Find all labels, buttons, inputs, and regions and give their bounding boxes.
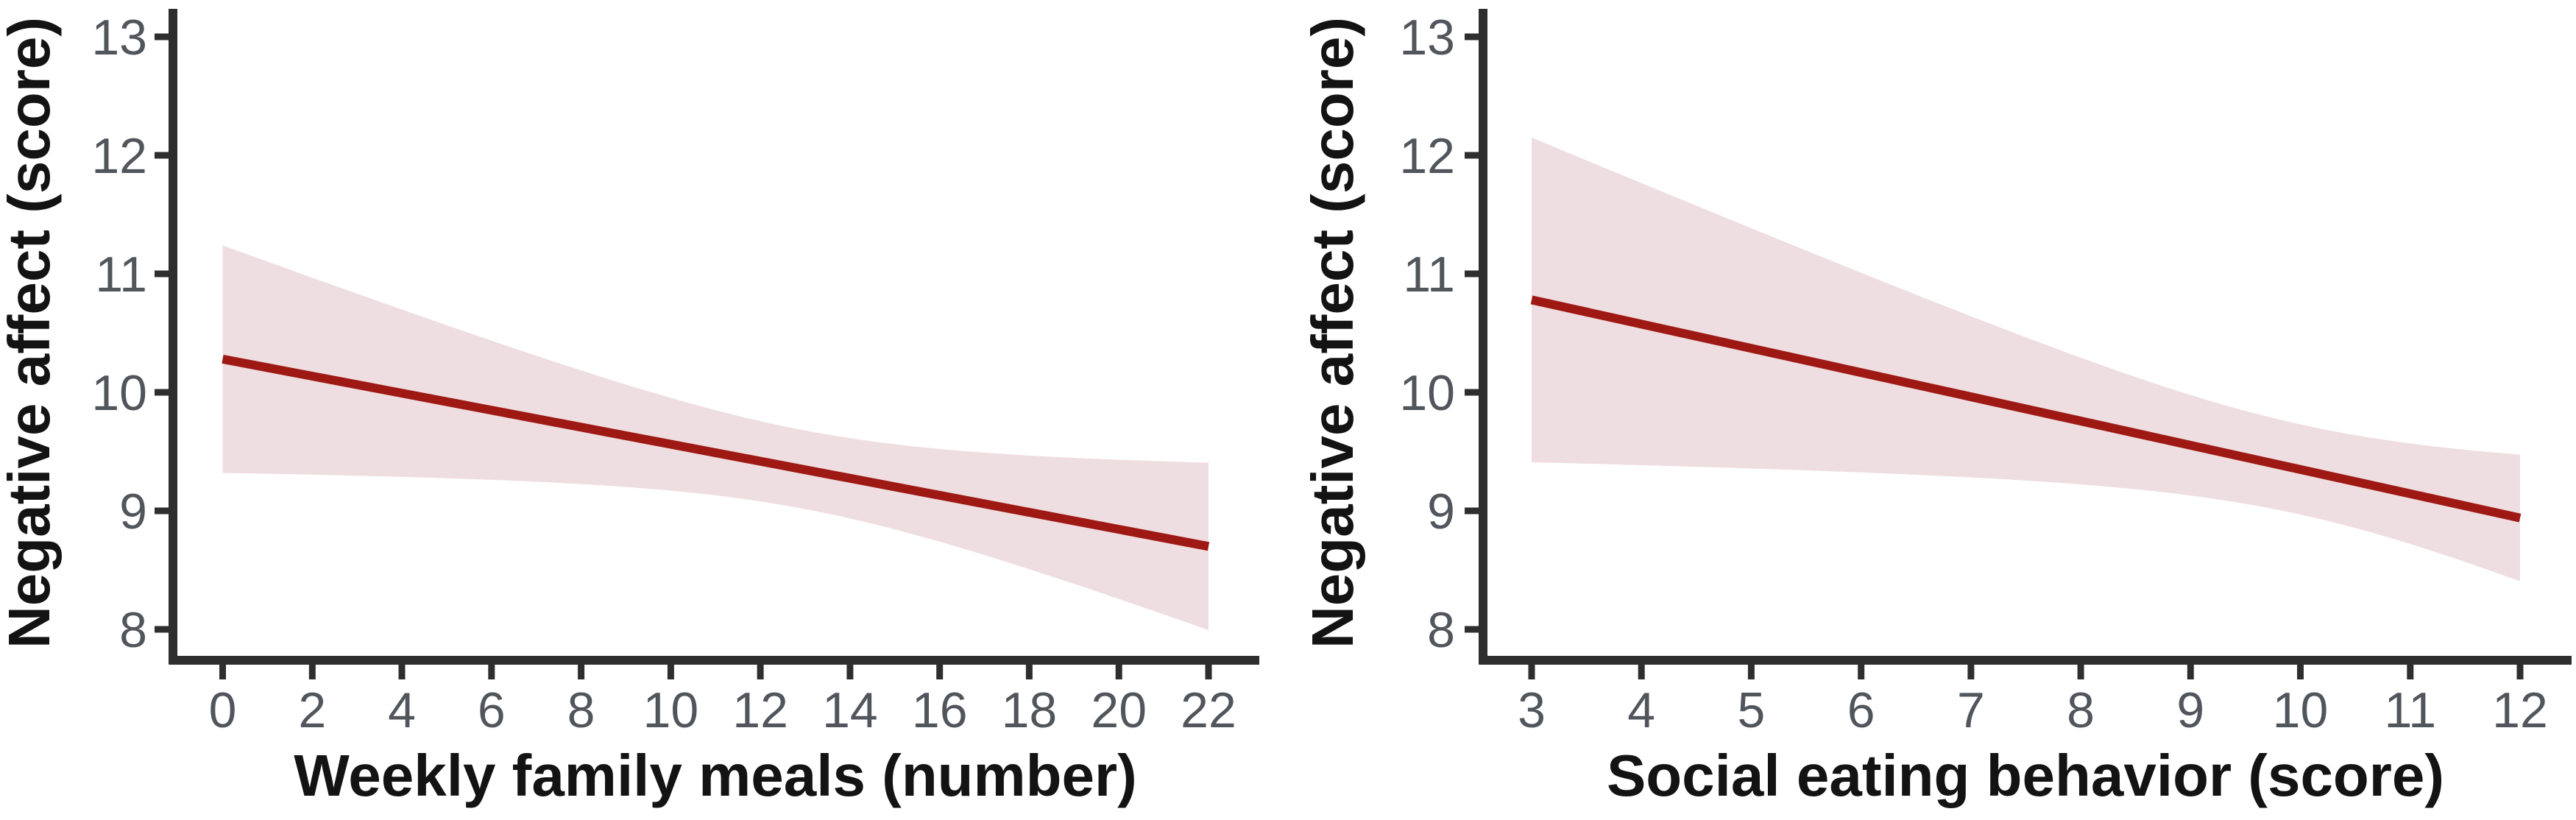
svg-text:4: 4 [388,682,416,738]
svg-text:11: 11 [95,247,147,303]
svg-text:10: 10 [1399,365,1455,421]
svg-text:13: 13 [91,10,147,66]
svg-text:0: 0 [209,682,237,738]
svg-text:8: 8 [1427,602,1455,658]
svg-text:22: 22 [1181,682,1236,738]
svg-text:9: 9 [2176,682,2204,738]
svg-text:10: 10 [643,682,699,738]
svg-text:12: 12 [91,128,147,184]
svg-text:8: 8 [2067,682,2095,738]
svg-text:8: 8 [567,682,595,738]
svg-text:2: 2 [298,682,326,738]
svg-text:Negative affect (score): Negative affect (score) [1300,17,1365,648]
svg-text:13: 13 [1399,10,1455,66]
svg-text:7: 7 [1957,682,1985,738]
svg-text:5: 5 [1737,682,1765,738]
svg-text:18: 18 [1002,682,1058,738]
svg-text:12: 12 [1399,128,1455,184]
svg-text:14: 14 [822,682,878,738]
svg-text:10: 10 [91,365,147,421]
svg-text:Weekly family meals (number): Weekly family meals (number) [294,743,1137,808]
svg-text:16: 16 [912,682,968,738]
svg-text:9: 9 [1427,484,1455,540]
svg-text:11: 11 [2385,682,2437,738]
svg-text:3: 3 [1518,682,1546,738]
svg-text:9: 9 [119,484,147,540]
svg-text:20: 20 [1091,682,1147,738]
svg-text:11: 11 [1403,247,1455,303]
svg-text:6: 6 [478,682,506,738]
svg-text:4: 4 [1627,682,1655,738]
svg-text:8: 8 [119,602,147,658]
svg-text:12: 12 [732,682,788,738]
svg-text:12: 12 [2492,682,2548,738]
svg-text:Social eating behavior (score): Social eating behavior (score) [1607,743,2444,808]
svg-text:6: 6 [1847,682,1875,738]
svg-text:Negative affect (score): Negative affect (score) [0,17,62,648]
svg-text:10: 10 [2273,682,2329,738]
